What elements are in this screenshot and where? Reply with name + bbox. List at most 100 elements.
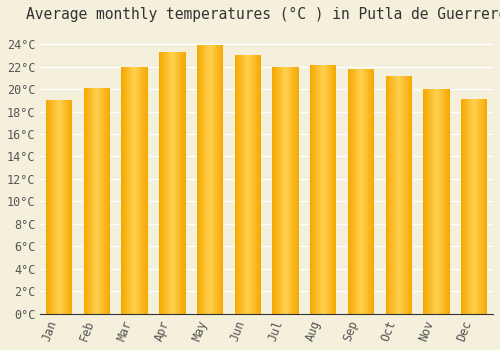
Bar xyxy=(109,88,110,314)
Bar xyxy=(49,100,50,314)
Bar xyxy=(400,76,401,314)
Bar xyxy=(177,52,178,314)
Bar xyxy=(249,55,250,314)
Bar xyxy=(235,55,236,314)
Bar xyxy=(251,55,252,314)
Bar xyxy=(276,66,277,314)
Bar xyxy=(204,45,205,314)
Bar xyxy=(85,88,86,314)
Bar xyxy=(318,65,319,314)
Bar xyxy=(321,65,322,314)
Bar xyxy=(103,88,104,314)
Bar xyxy=(258,55,259,314)
Bar xyxy=(184,52,185,314)
Bar xyxy=(436,89,437,314)
Bar xyxy=(218,45,219,314)
Bar xyxy=(278,66,279,314)
Bar xyxy=(295,66,296,314)
Bar xyxy=(298,66,299,314)
Bar xyxy=(484,99,485,314)
Bar xyxy=(175,52,176,314)
Bar xyxy=(396,76,397,314)
Bar xyxy=(260,55,261,314)
Bar xyxy=(138,66,139,314)
Bar xyxy=(449,89,450,314)
Bar xyxy=(296,66,297,314)
Bar xyxy=(47,100,48,314)
Bar xyxy=(172,52,173,314)
Bar xyxy=(464,99,465,314)
Bar xyxy=(472,99,473,314)
Bar xyxy=(471,99,472,314)
Bar xyxy=(443,89,444,314)
Bar xyxy=(46,100,47,314)
Bar xyxy=(91,88,92,314)
Bar xyxy=(461,99,462,314)
Bar xyxy=(468,99,469,314)
Bar xyxy=(441,89,442,314)
Bar xyxy=(392,76,393,314)
Bar xyxy=(222,45,223,314)
Bar xyxy=(202,45,203,314)
Bar xyxy=(102,88,103,314)
Bar xyxy=(363,69,364,314)
Bar xyxy=(293,66,294,314)
Bar xyxy=(219,45,220,314)
Bar xyxy=(319,65,320,314)
Bar xyxy=(409,76,410,314)
Bar xyxy=(66,100,67,314)
Bar xyxy=(314,65,315,314)
Bar xyxy=(371,69,372,314)
Bar xyxy=(431,89,432,314)
Bar xyxy=(122,66,123,314)
Bar xyxy=(56,100,57,314)
Bar xyxy=(284,66,285,314)
Bar xyxy=(411,76,412,314)
Bar xyxy=(244,55,245,314)
Bar xyxy=(334,65,335,314)
Bar xyxy=(482,99,483,314)
Bar xyxy=(330,65,331,314)
Bar xyxy=(366,69,367,314)
Bar xyxy=(428,89,429,314)
Bar xyxy=(51,100,52,314)
Bar xyxy=(211,45,212,314)
Bar xyxy=(351,69,352,314)
Bar xyxy=(469,99,470,314)
Bar xyxy=(466,99,467,314)
Bar xyxy=(53,100,54,314)
Bar xyxy=(430,89,431,314)
Bar xyxy=(247,55,248,314)
Bar xyxy=(142,66,143,314)
Bar xyxy=(159,52,160,314)
Bar xyxy=(64,100,65,314)
Bar xyxy=(279,66,280,314)
Bar xyxy=(144,66,145,314)
Bar xyxy=(132,66,133,314)
Bar xyxy=(332,65,333,314)
Bar xyxy=(242,55,243,314)
Bar xyxy=(462,99,463,314)
Bar xyxy=(329,65,330,314)
Bar xyxy=(474,99,475,314)
Bar xyxy=(259,55,260,314)
Bar xyxy=(243,55,244,314)
Bar xyxy=(438,89,439,314)
Bar xyxy=(67,100,68,314)
Bar xyxy=(361,69,362,314)
Bar xyxy=(61,100,62,314)
Bar xyxy=(104,88,105,314)
Bar xyxy=(179,52,180,314)
Bar xyxy=(70,100,71,314)
Bar xyxy=(200,45,201,314)
Bar xyxy=(370,69,371,314)
Bar xyxy=(171,52,172,314)
Bar xyxy=(52,100,53,314)
Bar xyxy=(140,66,141,314)
Bar xyxy=(348,69,349,314)
Bar xyxy=(197,45,198,314)
Bar xyxy=(358,69,359,314)
Bar xyxy=(432,89,433,314)
Bar xyxy=(240,55,241,314)
Bar xyxy=(97,88,98,314)
